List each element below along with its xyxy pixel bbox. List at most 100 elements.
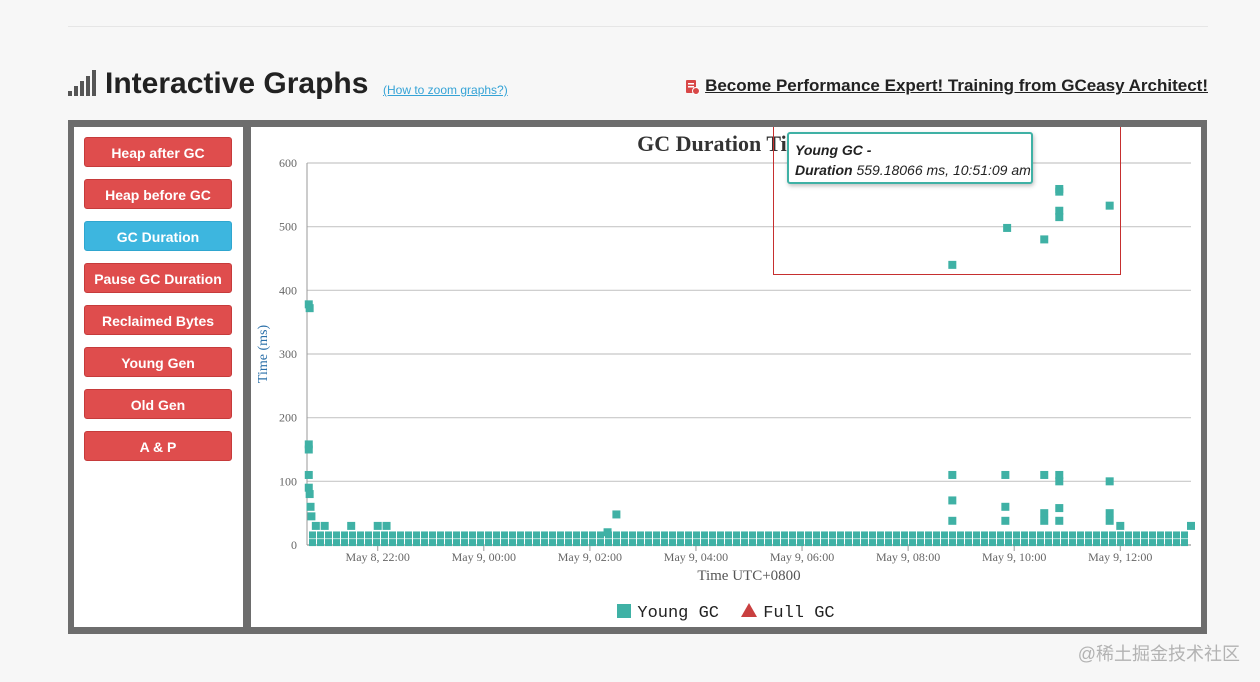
young-gc-point xyxy=(365,531,372,539)
young-gc-point xyxy=(509,531,516,539)
young-gc-point xyxy=(781,531,788,539)
young-gc-point xyxy=(869,539,876,547)
young-gc-point xyxy=(1105,477,1114,486)
young-gc-point xyxy=(693,539,700,547)
young-gc-point xyxy=(709,531,716,539)
young-gc-point xyxy=(701,539,708,547)
page-header: Interactive Graphs (How to zoom graphs?)… xyxy=(68,66,1208,106)
young-gc-point xyxy=(717,531,724,539)
young-gc-point xyxy=(948,260,957,269)
nav-button-heap-before-gc[interactable]: Heap before GC xyxy=(84,179,232,209)
young-gc-point xyxy=(901,539,908,547)
young-gc-square-icon xyxy=(617,603,632,618)
young-gc-point xyxy=(997,539,1004,547)
graph-selector-panel: Heap after GC Heap before GC GC Duration Pa… xyxy=(74,127,243,627)
young-gc-point xyxy=(1173,531,1180,539)
young-gc-point xyxy=(1117,539,1124,547)
young-gc-point xyxy=(965,531,972,539)
young-gc-point xyxy=(1055,206,1064,215)
young-gc-point xyxy=(429,531,436,539)
young-gc-point xyxy=(1040,516,1049,525)
nav-button-old-gen[interactable]: Old Gen xyxy=(84,389,232,419)
young-gc-point xyxy=(797,539,804,547)
young-gc-point xyxy=(382,521,391,530)
young-gc-point xyxy=(1055,470,1064,479)
young-gc-point xyxy=(413,531,420,539)
young-gc-point xyxy=(533,531,540,539)
young-gc-point xyxy=(805,531,812,539)
nav-button-reclaimed-bytes[interactable]: Reclaimed Bytes xyxy=(84,305,232,335)
nav-button-heap-after-gc[interactable]: Heap after GC xyxy=(84,137,232,167)
young-gc-point xyxy=(813,539,820,547)
legend-young-gc-label: Young GC xyxy=(637,603,719,623)
x-tick-label: May 9, 02:00 xyxy=(558,550,622,564)
x-tick-label: May 9, 06:00 xyxy=(770,550,834,564)
how-to-zoom-link[interactable]: (How to zoom graphs?) xyxy=(383,83,508,97)
legend-full-gc[interactable]: Full GC xyxy=(741,603,835,623)
chart-tooltip: Young GC - Duration 559.18066 ms, 10:51:… xyxy=(787,132,1033,184)
young-gc-point xyxy=(997,531,1004,539)
young-gc-point xyxy=(941,531,948,539)
young-gc-point xyxy=(845,539,852,547)
chart-svg[interactable]: GC Duration Time 0 100 200 300 400 500 600 Time … xyxy=(251,127,1201,627)
young-gc-point xyxy=(957,531,964,539)
young-gc-point xyxy=(949,539,956,547)
young-gc-point xyxy=(645,531,652,539)
young-gc-point xyxy=(325,539,332,547)
young-gc-point xyxy=(573,539,580,547)
young-gc-point xyxy=(405,531,412,539)
young-gc-point xyxy=(685,531,692,539)
signal-bars-icon xyxy=(68,70,98,96)
young-gc-point xyxy=(733,539,740,547)
young-gc-point xyxy=(311,521,320,530)
young-gc-point xyxy=(373,539,380,547)
young-gc-point xyxy=(989,531,996,539)
young-gc-point xyxy=(885,539,892,547)
y-tick-label: 0 xyxy=(291,538,297,552)
young-gc-point xyxy=(305,304,314,313)
young-gc-point xyxy=(677,531,684,539)
young-gc-point xyxy=(845,531,852,539)
young-gc-point xyxy=(1055,187,1064,196)
gc-duration-chart[interactable]: GC Duration Time 0 100 200 300 400 500 600 Time … xyxy=(251,127,1201,627)
young-gc-point xyxy=(589,531,596,539)
young-gc-point xyxy=(1045,531,1052,539)
x-axis-label: Time UTC+0800 xyxy=(697,568,800,584)
young-gc-point xyxy=(1029,539,1036,547)
young-gc-point xyxy=(877,531,884,539)
young-gc-point xyxy=(861,531,868,539)
young-gc-point xyxy=(349,531,356,539)
young-gc-point xyxy=(612,510,621,519)
young-gc-point xyxy=(1077,531,1084,539)
training-link[interactable]: Become Performance Expert! Training from… xyxy=(705,76,1208,95)
young-gc-point xyxy=(1069,531,1076,539)
young-gc-point xyxy=(1053,531,1060,539)
young-gc-point xyxy=(1149,539,1156,547)
young-gc-point xyxy=(605,539,612,547)
nav-button-gc-duration[interactable]: GC Duration xyxy=(84,221,232,251)
young-gc-point xyxy=(397,531,404,539)
x-tick-label: May 9, 10:00 xyxy=(982,550,1046,564)
x-tick-label: May 9, 08:00 xyxy=(876,550,940,564)
nav-button-pause-gc-duration[interactable]: Pause GC Duration xyxy=(84,263,232,293)
nav-button-a-p[interactable]: A & P xyxy=(84,431,232,461)
chart-title: GC Duration Time xyxy=(637,131,815,156)
young-gc-point xyxy=(757,531,764,539)
tooltip-field: Duration xyxy=(795,162,853,178)
young-gc-point xyxy=(1125,539,1132,547)
young-gc-point xyxy=(1040,509,1049,518)
nav-button-young-gen[interactable]: Young Gen xyxy=(84,347,232,377)
y-tick-label: 400 xyxy=(279,283,297,297)
young-gc-point xyxy=(597,539,604,547)
young-gc-point xyxy=(1045,539,1052,547)
young-gc-point xyxy=(1187,521,1195,530)
legend-young-gc[interactable]: Young GC xyxy=(617,603,719,623)
young-gc-point xyxy=(1093,531,1100,539)
young-gc-point xyxy=(304,470,313,479)
young-gc-point xyxy=(317,531,324,539)
young-gc-point xyxy=(485,531,492,539)
young-gc-point xyxy=(320,521,329,530)
young-gc-point xyxy=(909,531,916,539)
young-gc-point xyxy=(773,531,780,539)
young-gc-point xyxy=(613,531,620,539)
